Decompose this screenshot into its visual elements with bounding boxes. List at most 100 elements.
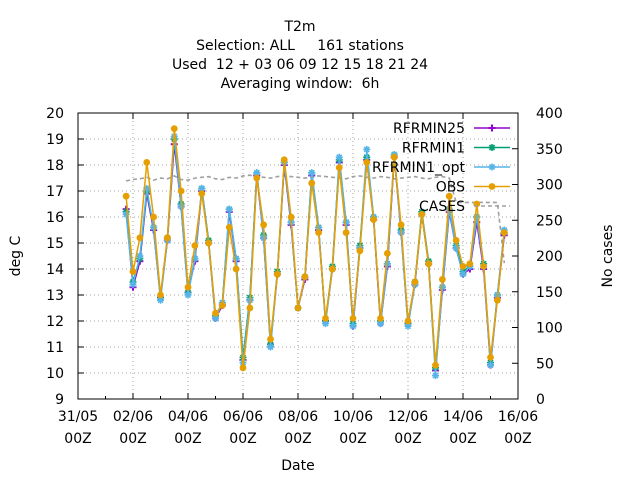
data-point [239,364,247,372]
data-point [322,315,329,322]
x-tick-label-hour: 00Z [174,431,201,447]
data-point [191,242,199,250]
data-point [177,203,185,211]
x-axis-label: Date [281,458,314,474]
y-tick-label: 13 [46,288,64,304]
data-point [397,221,405,229]
y2-tick-label: 300 [536,178,563,194]
title-line: Used 12 + 03 06 09 12 15 18 21 24 [172,57,428,73]
data-point [466,260,474,268]
data-point [363,145,371,153]
data-point [459,263,467,270]
data-point [487,354,494,361]
data-point [205,239,213,247]
data-point [432,372,439,380]
data-point [452,237,460,244]
data-point [342,218,350,226]
data-point [383,250,391,257]
data-point [280,156,288,164]
data-point [370,216,378,224]
x-tick-label-date: 14/06 [443,409,483,425]
data-point [150,213,158,221]
data-point [212,309,219,317]
x-axis-ticks: 31/05 00Z 02/06 00Z 04/06 00Z 06/06 00Z 08/06 00Z… [58,113,538,447]
data-point [488,163,496,171]
y2-tick-label: 0 [536,392,545,408]
data-point [143,159,151,166]
data-point [129,281,137,289]
title-line: Selection: ALL 161 stations [196,38,404,54]
y-tick-label: 17 [46,184,64,200]
data-point [267,343,274,351]
data-point [294,304,302,312]
y2-tick-label: 400 [536,106,563,122]
y-tick-label: 20 [46,106,64,122]
data-point [488,144,496,151]
x-tick-label-date: 06/06 [223,409,263,425]
y-axis-label: deg C [8,235,24,276]
x-tick-label-date: 02/06 [113,409,153,425]
data-point [432,361,439,369]
y-tick-label: 9 [55,392,64,408]
data-point [459,270,467,278]
data-point [184,283,192,291]
y-tick-label: 10 [46,366,64,382]
data-point [260,221,268,229]
title-line: T2m [283,19,315,35]
x-tick-label-hour: 00Z [284,431,311,447]
legend-label: CASES [419,199,465,215]
data-point [157,291,164,299]
data-point [500,229,508,237]
data-point [177,187,185,195]
data-point [488,124,496,132]
x-tick-label-hour: 00Z [504,431,531,447]
data-point [267,335,274,343]
data-point [487,361,494,369]
data-point [438,276,446,283]
data-point [356,247,364,255]
data-point [445,192,453,200]
data-point [129,268,137,275]
grid [78,113,518,399]
x-tick-label-hour: 00Z [339,431,366,447]
x-tick-label-date: 12/06 [388,409,428,425]
y-tick-label: 14 [46,262,64,278]
y2-tick-label: 100 [536,321,563,337]
legend-label: RFRMIN25 [393,121,465,137]
data-point [253,174,261,182]
y-tick-label: 12 [46,314,64,330]
legend-label: RFRMIN1_opt [372,160,466,176]
data-point [308,169,316,177]
data-point [225,224,233,231]
data-point [480,263,488,270]
y2-tick-label: 250 [536,213,563,229]
data-point [418,211,426,218]
y-axis-ticks: 9 10 11 12 13 14 15 16 17 18 19 20 [46,106,84,408]
data-point [157,296,164,304]
y2-axis-label: No cases [600,225,616,288]
x-tick-label-hour: 00Z [119,431,146,447]
data-point [198,190,206,198]
data-point [349,315,357,322]
title-line: Averaging window: 6h [221,76,380,92]
data-point [246,304,254,312]
data-point [184,291,192,299]
series-cases [125,174,506,264]
data-point [488,183,496,190]
data-point [232,265,240,273]
data-point [225,205,233,213]
data-point [136,234,144,242]
data-point [425,260,433,268]
y2-tick-label: 350 [536,142,563,158]
data-point [122,192,130,200]
y-tick-label: 19 [46,132,64,148]
y-tick-label: 11 [46,340,64,356]
y2-axis-ticks: 0 50 100 150 200 250 300 350 400 [512,106,563,408]
x-tick-label-date: 16/06 [498,409,538,425]
x-tick-label-date: 04/06 [168,409,208,425]
data-point [170,125,178,132]
plot-series [122,125,508,380]
legend-label: OBS [436,180,465,196]
data-point [342,229,350,237]
